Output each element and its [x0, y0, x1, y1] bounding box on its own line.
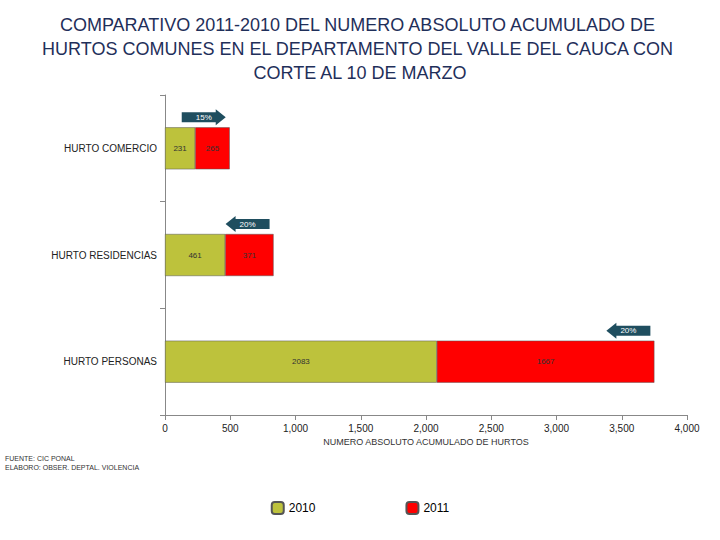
svg-text:HURTO COMERCIO: HURTO COMERCIO: [64, 143, 157, 154]
svg-text:3,500: 3,500: [609, 423, 634, 434]
svg-text:20%: 20%: [620, 326, 636, 335]
svg-text:2010: 2010: [289, 501, 316, 515]
svg-text:2,000: 2,000: [413, 423, 438, 434]
svg-text:20%: 20%: [240, 220, 256, 229]
svg-text:4,000: 4,000: [674, 423, 699, 434]
svg-text:COMPARATIVO 2011-2010 DEL NUME: COMPARATIVO 2011-2010 DEL NUMERO ABSOLUT…: [60, 15, 660, 35]
svg-text:ELABORO: OBSER. DEPTAL. VIOLEN: ELABORO: OBSER. DEPTAL. VIOLENCIA: [5, 464, 139, 471]
svg-text:371: 371: [243, 251, 257, 260]
svg-text:2,500: 2,500: [479, 423, 504, 434]
svg-text:2011: 2011: [423, 501, 449, 515]
svg-text:CORTE AL 10 DE MARZO: CORTE AL 10 DE MARZO: [253, 63, 466, 83]
svg-text:3,000: 3,000: [544, 423, 569, 434]
svg-text:0: 0: [162, 423, 168, 434]
svg-text:HURTOS COMUNES EN EL DEPARTAME: HURTOS COMUNES EN EL DEPARTAMENTO DEL VA…: [42, 39, 678, 59]
svg-text:FUENTE: CIC PONAL: FUENTE: CIC PONAL: [5, 455, 75, 462]
svg-text:265: 265: [206, 144, 220, 153]
svg-text:461: 461: [188, 251, 202, 260]
svg-text:NUMERO ABSOLUTO ACUMULADO DE H: NUMERO ABSOLUTO ACUMULADO DE HURTOS: [323, 437, 529, 447]
svg-text:1667: 1667: [537, 357, 555, 366]
svg-text:231: 231: [173, 144, 187, 153]
svg-text:15%: 15%: [196, 113, 212, 122]
svg-text:1,500: 1,500: [348, 423, 373, 434]
svg-text:HURTO PERSONAS: HURTO PERSONAS: [63, 356, 157, 367]
svg-text:2083: 2083: [292, 357, 310, 366]
svg-text:HURTO RESIDENCIAS: HURTO RESIDENCIAS: [51, 250, 157, 261]
svg-text:500: 500: [222, 423, 239, 434]
svg-text:1,000: 1,000: [283, 423, 308, 434]
